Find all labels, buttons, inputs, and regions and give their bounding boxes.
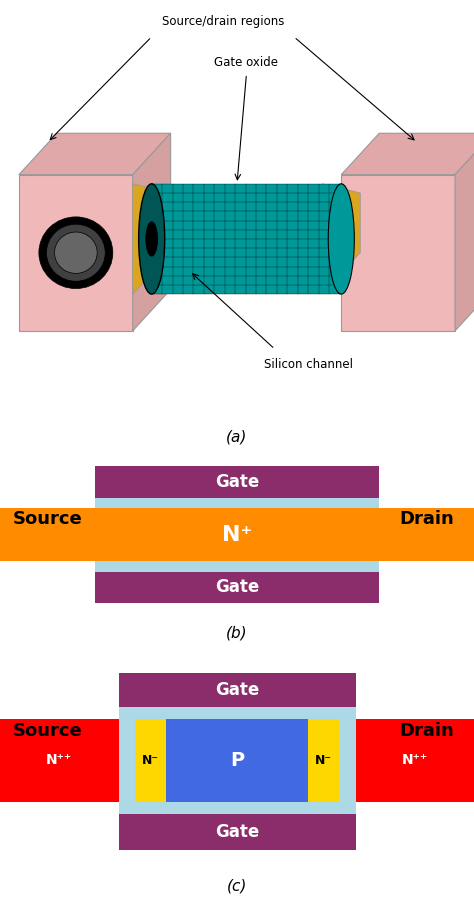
Bar: [95, 561, 379, 572]
Bar: [118, 707, 356, 719]
Text: Gate: Gate: [215, 681, 259, 699]
Polygon shape: [133, 133, 171, 331]
Text: N⁺⁺: N⁺⁺: [46, 754, 73, 767]
Text: Source: Source: [12, 721, 82, 740]
Circle shape: [55, 232, 97, 274]
Text: (a): (a): [226, 429, 248, 444]
Bar: [95, 572, 379, 603]
Text: Drain: Drain: [399, 721, 454, 740]
Bar: [0, 508, 474, 561]
Text: Gate: Gate: [215, 578, 259, 596]
Polygon shape: [322, 184, 360, 294]
Bar: [166, 719, 308, 802]
Polygon shape: [455, 133, 474, 331]
Text: (c): (c): [227, 879, 247, 893]
Bar: [118, 674, 356, 707]
Polygon shape: [341, 133, 474, 175]
Bar: [118, 802, 356, 814]
Bar: [118, 814, 356, 850]
Circle shape: [39, 217, 113, 289]
Polygon shape: [133, 184, 171, 294]
Text: N⁺: N⁺: [222, 525, 252, 545]
Text: Source: Source: [12, 510, 82, 528]
Polygon shape: [341, 175, 455, 331]
Text: N⁻: N⁻: [315, 754, 332, 767]
Bar: [356, 719, 474, 802]
Text: N⁺⁺: N⁺⁺: [401, 754, 428, 767]
Ellipse shape: [139, 184, 165, 294]
Bar: [118, 719, 135, 802]
Text: N⁻: N⁻: [142, 754, 159, 767]
Text: (b): (b): [226, 625, 248, 641]
Circle shape: [46, 224, 105, 281]
Bar: [135, 719, 166, 802]
Bar: [95, 466, 379, 497]
Polygon shape: [19, 175, 133, 331]
Text: P: P: [230, 751, 244, 770]
Text: Silicon channel: Silicon channel: [264, 358, 353, 371]
Ellipse shape: [328, 184, 355, 294]
Text: Source/drain regions: Source/drain regions: [162, 15, 284, 28]
Bar: [152, 184, 341, 294]
Polygon shape: [19, 133, 171, 175]
Bar: [339, 719, 356, 802]
Bar: [95, 497, 379, 508]
Ellipse shape: [146, 221, 158, 256]
Text: Gate: Gate: [215, 472, 259, 491]
Text: Gate: Gate: [215, 823, 259, 841]
Bar: [308, 719, 339, 802]
Text: Drain: Drain: [399, 510, 454, 528]
Bar: [0, 719, 118, 802]
Text: Gate oxide: Gate oxide: [214, 56, 279, 69]
